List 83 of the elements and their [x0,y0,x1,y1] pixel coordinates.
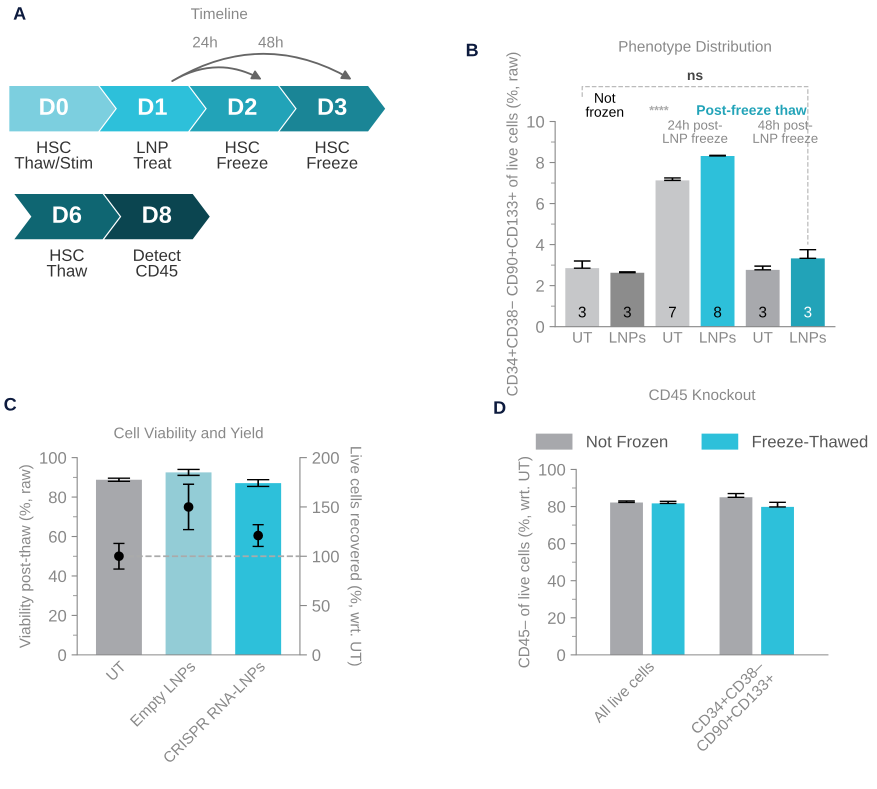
y-tick-label: 8 [536,156,544,169]
annotation: 24h post- LNP freeze [663,120,728,143]
x-tick-label: UT [573,332,592,343]
bar [652,503,685,655]
y-tick-label: 20 [548,612,566,624]
bar [790,258,825,327]
text: ns [688,72,703,80]
x-tick-label: All live cells [592,660,655,724]
y-tick-label: 10 [527,116,544,128]
y-axis-title: CD34+CD38− CD90+CD133+ of live cells (%, raw) [506,52,521,396]
category-label: D6 [53,206,82,223]
y-axis-title: CD45– of live cells (%, wrt. UT) [518,456,532,668]
y-tick-label: 0 [536,321,544,333]
text: HSC Freeze [308,141,358,169]
category-label: D0 [40,98,68,116]
bar [656,180,690,327]
annotation: 48h post- LNP freeze [753,120,818,143]
text: A [14,7,26,20]
text: Post-freeze thaw [697,104,807,115]
y-tick-label: 60 [49,530,66,543]
y2-tick-label: 100 [313,550,339,562]
y-tick-label: 100 [40,452,66,464]
y2-tick-label: 150 [313,501,339,514]
point [114,551,124,562]
text: 48h [258,36,283,48]
bar [700,156,735,327]
y-tick-label: 40 [548,575,566,587]
bar [720,497,752,655]
legend-label: Not Frozen [587,436,668,448]
y-axis-title: Viability post-thaw (%, raw) [19,465,34,648]
category-label: D3 [318,98,346,116]
data-label: 8 [714,306,722,318]
y-tick-label: 20 [49,610,66,622]
category-label: D8 [143,206,172,223]
text: C [4,398,16,411]
y-tick-label: 60 [548,538,566,550]
x-tick-label: LNPs [700,332,736,343]
text: 24h [193,36,217,48]
y2-tick-label: 200 [312,452,339,464]
text: LNP Treat [134,142,172,169]
x-tick-label: LNPs [610,332,646,343]
y-tick-label: 4 [536,239,544,251]
chart-title: Cell Viability and Yield [114,427,263,442]
x-tick-label: LNPs [790,332,826,343]
y-tick-label: 80 [48,491,66,504]
point [184,502,194,512]
y2-tick-label: 0 [312,649,320,662]
text: D [494,401,506,414]
bar [610,502,643,655]
text: Detect CD45 [134,249,181,277]
text: Not frozen [586,93,624,117]
text: HSC Thaw [46,249,88,277]
category-label: D2 [228,98,256,115]
y-tick-label: 80 [548,500,566,513]
legend-label: Freeze-Thawed [752,435,868,448]
data-label: 3 [578,306,586,318]
bar [565,268,600,327]
bar [746,270,780,327]
y2-axis-title: Live cells recovered (%, wrt. UT) [348,447,362,666]
y-tick-label: 40 [48,570,66,582]
x-tick-label: UT [663,332,682,343]
y2-tick-label: 50 [312,600,330,612]
bar [761,506,794,655]
y-tick-label: 2 [536,280,544,292]
x-tick-label: UT [106,660,127,682]
x-tick-label: UT [754,332,773,343]
y-tick-label: 0 [58,649,66,662]
point [253,530,264,540]
y-tick-label: 6 [536,198,544,210]
data-label: 7 [668,306,676,318]
category-label: D1 [138,98,167,115]
y-tick-label: 0 [557,649,566,662]
chart-title: Phenotype Distribution [619,40,771,55]
data-label: 3 [624,306,631,318]
text: B [466,44,478,56]
data-label: 3 [804,306,812,318]
text: HSC Thaw/Stim [14,141,92,169]
data-label: 3 [759,306,766,318]
chart-title: CD45 Knockout [649,388,756,400]
text: **** [649,106,669,111]
y-tick-label: 100 [539,464,566,476]
text: Timeline [191,8,248,20]
text: HSC Freeze [218,141,268,169]
